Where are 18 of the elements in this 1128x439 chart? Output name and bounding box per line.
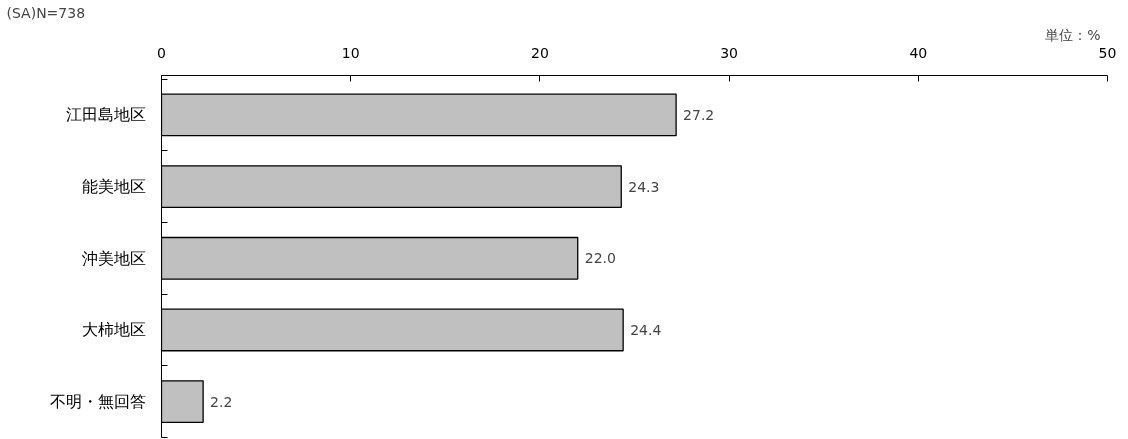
y-tick-label: 江田島地区 bbox=[65, 105, 146, 125]
data-label: 22.0 bbox=[584, 250, 616, 267]
data-label: 24.4 bbox=[630, 321, 662, 338]
text: (SA)N=738 bbox=[6, 4, 86, 21]
y-tick-label: 不明・無回答 bbox=[49, 392, 146, 412]
y-tick-label: 大柿地区 bbox=[81, 320, 146, 340]
x-tick-label: 0 bbox=[157, 44, 166, 61]
text: 単位：% bbox=[1045, 26, 1101, 43]
y-tick-label: 能美地区 bbox=[81, 177, 146, 197]
x-tick-label: 10 bbox=[341, 44, 360, 61]
x-tick-label: 40 bbox=[909, 44, 928, 61]
data-label: 27.2 bbox=[683, 106, 715, 123]
y-tick-label: 沖美地区 bbox=[81, 248, 146, 268]
data-label: 24.3 bbox=[628, 178, 660, 195]
x-tick-label: 30 bbox=[720, 44, 739, 61]
x-tick-label: 20 bbox=[530, 44, 549, 61]
data-label: 2.2 bbox=[210, 393, 233, 410]
x-tick-label: 50 bbox=[1098, 44, 1117, 61]
